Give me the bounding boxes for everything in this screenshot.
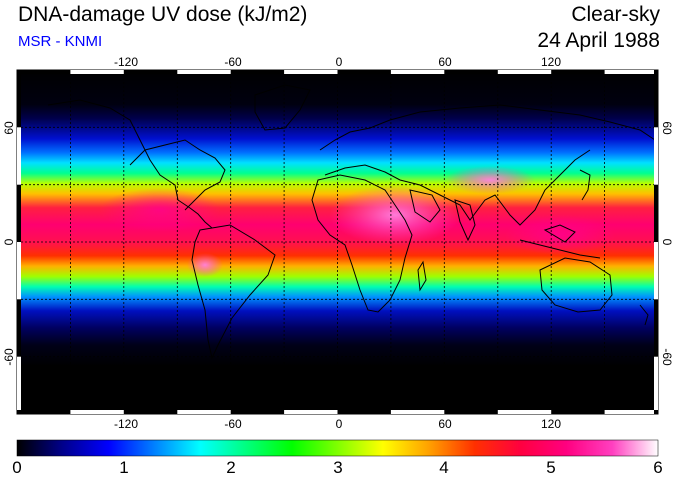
colorbar-label: 5 — [546, 458, 556, 477]
lon-tick-label: 60 — [438, 417, 452, 431]
colorbar-label: 1 — [119, 458, 129, 477]
lon-tick-label: -60 — [224, 55, 242, 69]
lon-tick-label: 0 — [336, 55, 343, 69]
lat-tick-label: 60 — [660, 121, 674, 135]
map-title: DNA-damage UV dose (kJ/m2) — [18, 3, 308, 26]
map-frame — [16, 69, 659, 415]
lon-tick-label: 60 — [438, 55, 452, 69]
colorbar-label: 4 — [439, 458, 449, 477]
graticule — [17, 70, 658, 414]
lat-tick-label: 0 — [660, 239, 674, 246]
colorbar-label: 0 — [12, 458, 22, 477]
lat-ticks-left: 60 0 -60 — [2, 121, 16, 366]
lon-tick-label: -120 — [114, 55, 138, 69]
map-date: 24 April 1988 — [537, 29, 660, 52]
lon-tick-label: 0 — [336, 417, 343, 431]
colorbar-label: 6 — [653, 458, 663, 477]
lon-ticks-top: -120 -60 0 60 120 — [114, 55, 561, 69]
lon-tick-label: 120 — [541, 417, 561, 431]
lat-tick-label: -60 — [660, 348, 674, 366]
map-source: MSR - KNMI — [18, 33, 103, 50]
colorbar-label: 2 — [226, 458, 236, 477]
lat-tick-label: 60 — [2, 121, 16, 135]
lon-ticks-bottom: -120 -60 0 60 120 — [114, 417, 561, 431]
lat-tick-label: -60 — [2, 348, 16, 366]
sky-condition: Clear-sky — [571, 3, 660, 26]
lon-tick-label: -60 — [224, 417, 242, 431]
colorbar-label: 3 — [333, 458, 343, 477]
lat-tick-label: 0 — [2, 238, 16, 245]
uv-hotspots — [100, 166, 615, 277]
lon-tick-label: -120 — [114, 417, 138, 431]
colorbar — [16, 439, 659, 457]
lat-ticks-right: 60 0 -60 — [660, 121, 674, 366]
coastlines — [17, 84, 658, 396]
lon-tick-label: 120 — [541, 55, 561, 69]
